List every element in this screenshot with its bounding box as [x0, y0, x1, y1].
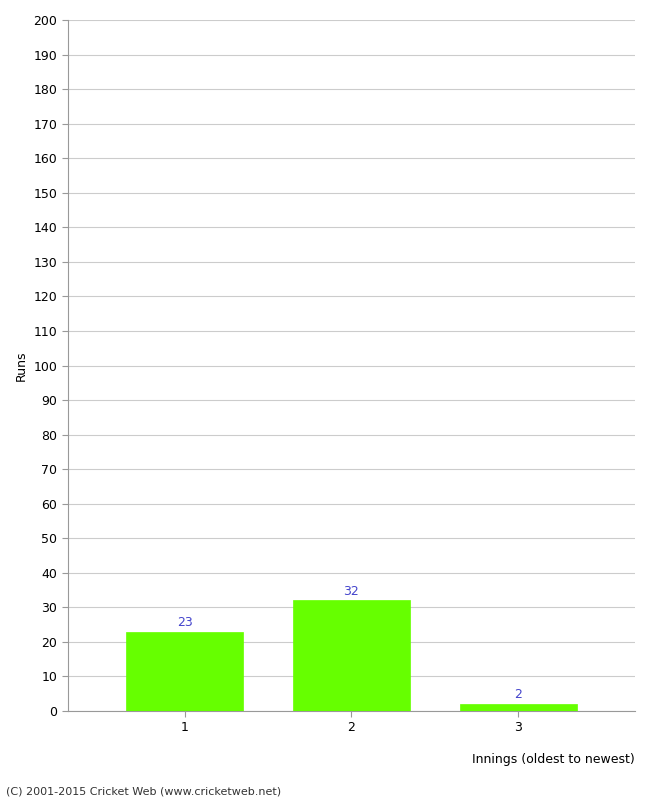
Y-axis label: Runs: Runs — [15, 350, 28, 381]
Text: 32: 32 — [344, 585, 359, 598]
Text: Innings (oldest to newest): Innings (oldest to newest) — [473, 753, 635, 766]
Text: 23: 23 — [177, 616, 192, 629]
Bar — [126, 631, 243, 711]
Text: 2: 2 — [514, 688, 522, 702]
Bar — [293, 601, 410, 711]
Bar — [460, 704, 577, 711]
Text: (C) 2001-2015 Cricket Web (www.cricketweb.net): (C) 2001-2015 Cricket Web (www.cricketwe… — [6, 786, 281, 796]
